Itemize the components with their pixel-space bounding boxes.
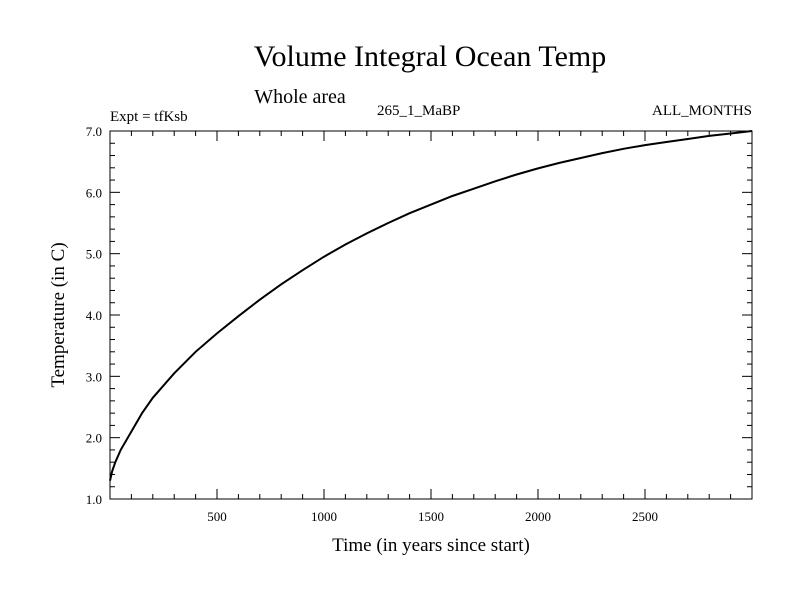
months-label: ALL_MONTHS (652, 103, 752, 119)
period-label: 265_1_MaBP (377, 103, 460, 119)
y-tick-label: 4.0 (86, 308, 102, 323)
x-tick-label: 1500 (418, 509, 444, 524)
minor-ticks (110, 131, 752, 499)
y-tick-label: 7.0 (86, 124, 102, 139)
y-axis-label: Temperature (in C) (48, 242, 69, 387)
temperature-series-line (109, 130, 753, 481)
chart-title: Volume Integral Ocean Temp (254, 40, 607, 73)
experiment-label: Expt = tfKsb (110, 109, 188, 125)
y-axis-ticks: 1.0 2.0 3.0 4.0 5.0 6.0 7.0 (86, 124, 752, 507)
x-tick-label: 2000 (525, 509, 551, 524)
x-tick-label: 2500 (632, 509, 658, 524)
y-tick-label: 2.0 (86, 431, 102, 446)
plot-frame (109, 130, 753, 500)
y-tick-label: 3.0 (86, 369, 102, 384)
x-tick-label: 1000 (311, 509, 337, 524)
y-tick-label: 5.0 (86, 247, 102, 262)
x-axis-label: Time (in years since start) (332, 535, 530, 556)
y-tick-label: 6.0 (86, 185, 102, 200)
y-tick-label: 1.0 (86, 492, 102, 507)
x-tick-label: 500 (207, 509, 227, 524)
chart-subtitle: Whole area (254, 86, 346, 108)
x-axis-ticks: 500 1000 1500 2000 2500 (207, 131, 658, 524)
